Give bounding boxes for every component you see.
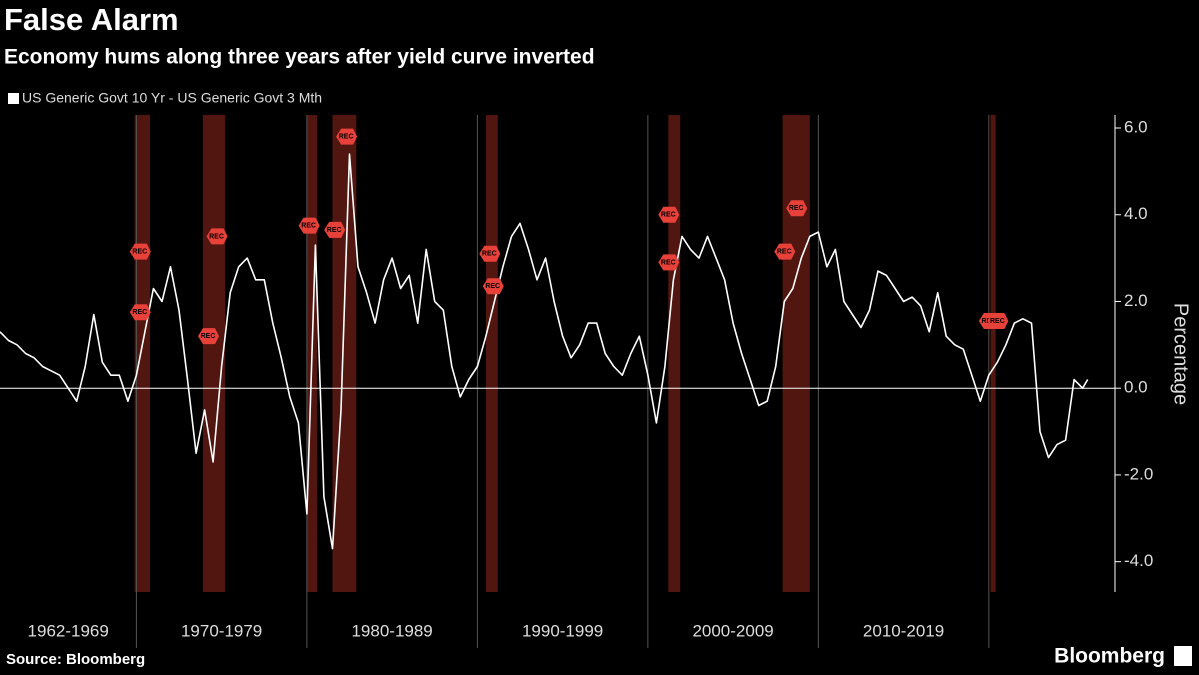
rec-label: REC xyxy=(201,333,216,340)
period-label: 1990-1999 xyxy=(522,621,603,640)
rec-marker xyxy=(774,243,796,260)
recession-band xyxy=(782,115,810,592)
rec-label: REC xyxy=(661,259,676,266)
rec-marker xyxy=(479,245,501,262)
period-label: 2000-2009 xyxy=(692,621,773,640)
recession-band xyxy=(134,115,151,592)
recession-band xyxy=(668,115,681,592)
rec-label: REC xyxy=(482,251,497,258)
rec-marker xyxy=(129,243,151,260)
y-tick-label: -2.0 xyxy=(1124,464,1153,483)
rec-marker xyxy=(786,200,808,217)
rec-marker xyxy=(197,328,219,345)
period-label: 1970-1979 xyxy=(181,621,262,640)
brand-icon xyxy=(1174,646,1192,666)
y-tick-label: 4.0 xyxy=(1124,204,1148,223)
legend-label: US Generic Govt 10 Yr - US Generic Govt … xyxy=(22,90,322,106)
y-tick-label: 6.0 xyxy=(1124,117,1148,136)
recession-band xyxy=(990,115,996,592)
rec-label: REC xyxy=(990,318,1005,325)
rec-marker xyxy=(298,217,320,234)
rec-marker xyxy=(129,304,151,321)
data-line xyxy=(0,153,1089,550)
brand: Bloomberg xyxy=(1054,645,1165,668)
rec-label: REC xyxy=(485,283,500,290)
y-axis-label: Percentage xyxy=(1170,303,1192,405)
rec-marker xyxy=(658,254,680,271)
y-tick-label: 0.0 xyxy=(1124,378,1148,397)
period-label: 2010-2019 xyxy=(863,621,944,640)
y-tick-label: 2.0 xyxy=(1124,291,1148,310)
rec-marker xyxy=(336,128,358,145)
chart-title: False Alarm xyxy=(4,2,179,37)
chart-subtitle: Economy hums along three years after yie… xyxy=(4,46,595,69)
legend-swatch xyxy=(8,93,19,104)
recession-band xyxy=(202,115,226,592)
rec-label: REC xyxy=(339,134,354,141)
rec-marker xyxy=(206,228,228,245)
rec-label: REC xyxy=(301,222,316,229)
source: Source: Bloomberg xyxy=(6,651,145,668)
rec-marker xyxy=(482,278,504,295)
recession-band xyxy=(485,115,498,592)
y-tick-label: -4.0 xyxy=(1124,551,1153,570)
period-label: 1980-1989 xyxy=(351,621,432,640)
rec-marker xyxy=(987,312,1009,329)
rec-label: REC xyxy=(789,205,804,212)
rec-marker xyxy=(324,221,346,238)
period-label: 1962-1969 xyxy=(28,621,109,640)
rec-label: REC xyxy=(209,233,224,240)
rec-label: REC xyxy=(132,309,147,316)
rec-label: REC xyxy=(661,212,676,219)
rec-marker xyxy=(658,206,680,223)
rec-label: REC xyxy=(327,227,342,234)
rec-label: REC xyxy=(132,248,147,255)
rec-label: REC xyxy=(777,248,792,255)
